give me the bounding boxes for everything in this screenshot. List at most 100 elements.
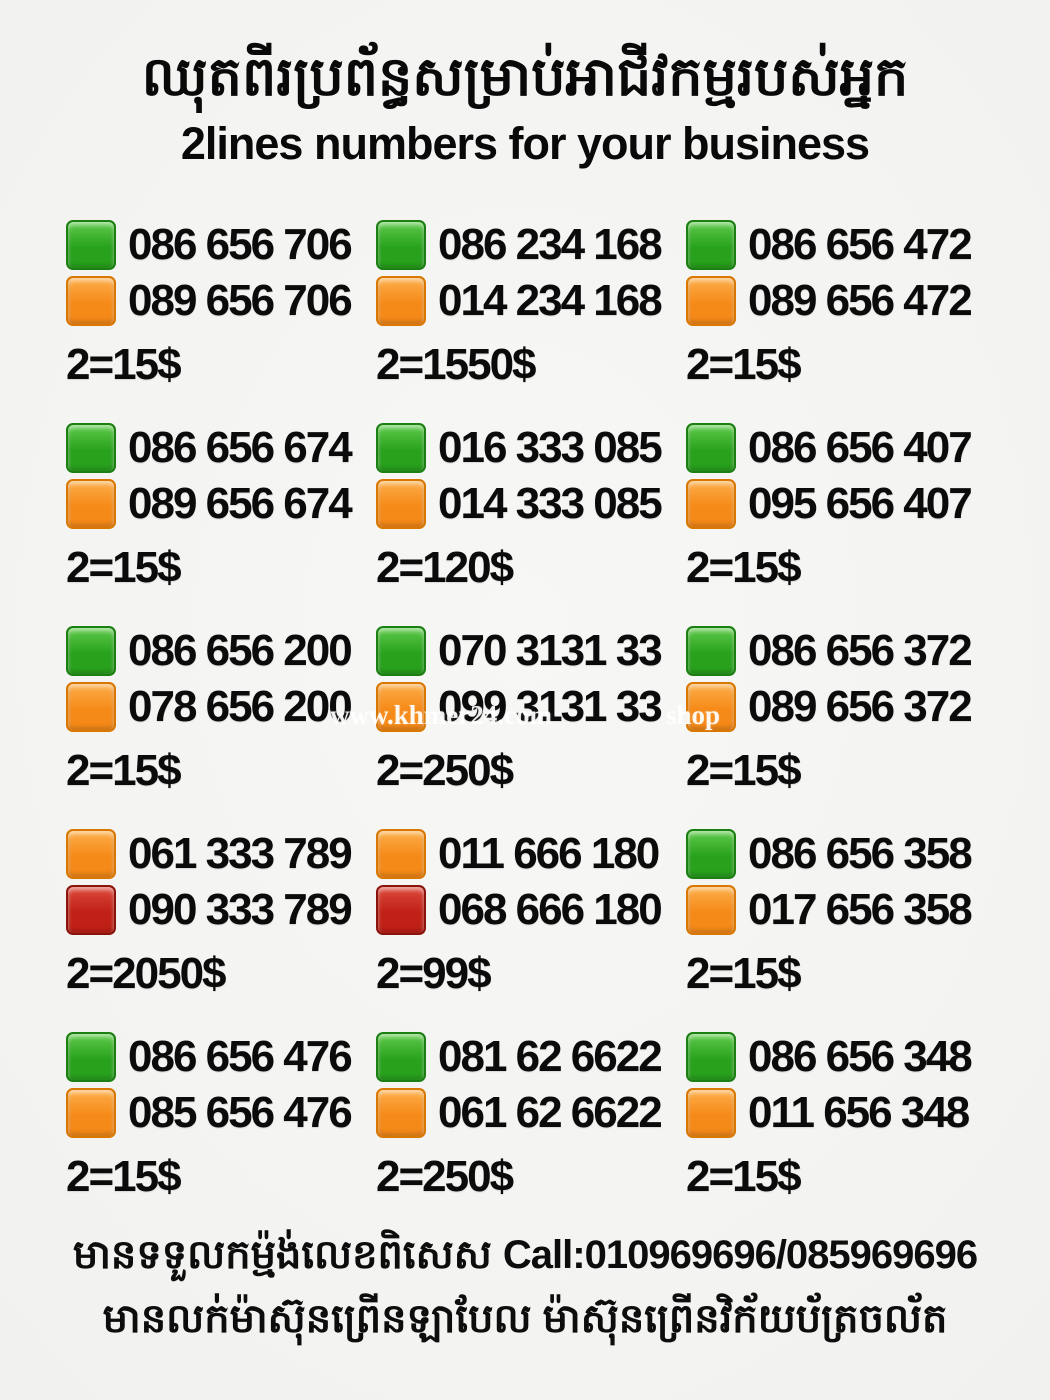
phone-number: 086 656 407 [748,423,973,472]
title-english: 2lines numbers for your business [180,118,870,170]
price-label: 2=15$ [686,543,802,592]
listings-grid: 086 656 706 089 656 706 2=15$ 086 234 16… [66,220,984,1235]
sim-color-square-green-icon [686,220,736,270]
number-line-1: 070 3131 33 [376,626,674,676]
number-line-1: 011 666 180 [376,829,674,879]
number-line-1: 086 234 168 [376,220,674,270]
sim-color-square-orange-icon [66,682,116,732]
price-label: 2=250$ [376,1152,514,1201]
phone-number: 061 62 6622 [438,1088,663,1137]
sim-color-square-red-icon [66,885,116,935]
phone-number: 086 656 476 [128,1032,353,1081]
number-line-1: 016 333 085 [376,423,674,473]
sim-color-square-green-icon [376,423,426,473]
price-label: 2=99$ [376,949,492,998]
number-line-1: 061 333 789 [66,829,364,879]
sim-color-square-orange-icon [66,829,116,879]
listing-block: 016 333 085 014 333 085 2=120$ [376,423,674,626]
number-line-1: 086 656 476 [66,1032,364,1082]
phone-number: 011 656 348 [748,1088,970,1137]
number-line-2: 011 656 348 [686,1088,984,1138]
number-line-1: 086 656 472 [686,220,984,270]
phone-number: 014 234 168 [438,276,663,325]
footer-khmer-text-1: មានទទួលកម្ម៉ង់លេខពិសេស [72,1233,492,1277]
price-label: 2=250$ [376,746,514,795]
number-line-1: 086 656 706 [66,220,364,270]
listing-block: 086 234 168 014 234 168 2=1550$ [376,220,674,423]
number-line-2: 014 333 085 [376,479,674,529]
poster-footer: មានទទួលកម្ម៉ង់លេខពិសេស Call:010969696/08… [0,1226,1050,1348]
number-line-2: 095 656 407 [686,479,984,529]
phone-number: 086 234 168 [438,220,663,269]
price-label: 2=15$ [686,1152,802,1201]
phone-number: 016 333 085 [438,423,663,472]
phone-number: 086 656 674 [128,423,353,472]
footer-call-numbers: Call:010969696/085969696 [502,1233,978,1277]
sim-color-square-orange-icon [66,1088,116,1138]
number-line-2: 089 656 372 [686,682,984,732]
sim-color-square-green-icon [686,829,736,879]
price-label: 2=15$ [686,746,802,795]
sim-color-square-red-icon [376,885,426,935]
listing-block: 081 62 6622 061 62 6622 2=250$ [376,1032,674,1235]
price-label: 2=15$ [66,543,182,592]
number-line-2: 085 656 476 [66,1088,364,1138]
sim-color-square-green-icon [66,423,116,473]
sim-color-square-green-icon [686,423,736,473]
phone-number: 070 3131 33 [438,626,663,675]
phone-number: 085 656 476 [128,1088,353,1137]
phone-number: 099 3131 33 [438,682,663,731]
sim-color-square-orange-icon [376,682,426,732]
phone-number: 061 333 789 [128,829,353,878]
number-line-1: 086 656 358 [686,829,984,879]
title-khmer: ឈុតពីរប្រព័ន្ធសម្រាប់អាជីវកម្មរបស់អ្នក [141,47,909,107]
sim-color-square-orange-icon [686,479,736,529]
phone-number: 014 333 085 [438,479,663,528]
sim-color-square-orange-icon [66,479,116,529]
price-label: 2=15$ [66,1152,182,1201]
phone-number: 086 656 348 [748,1032,973,1081]
listing-block: 086 656 472 089 656 472 2=15$ [686,220,984,423]
price-label: 2=15$ [66,746,182,795]
sim-color-square-orange-icon [686,885,736,935]
phone-number: 086 656 706 [128,220,353,269]
number-line-2: 014 234 168 [376,276,674,326]
sim-color-square-green-icon [376,626,426,676]
sim-color-square-orange-icon [66,276,116,326]
price-label: 2=1550$ [376,340,537,389]
phone-number: 068 666 180 [438,885,663,934]
listing-block: 086 656 476 085 656 476 2=15$ [66,1032,364,1235]
price-label: 2=15$ [686,949,802,998]
sim-color-square-green-icon [66,1032,116,1082]
sim-color-square-orange-icon [686,1088,736,1138]
listing-block: 086 656 200 078 656 200 2=15$ [66,626,364,829]
phone-number: 078 656 200 [128,682,353,731]
number-line-2: 099 3131 33 [376,682,674,732]
number-line-1: 086 656 407 [686,423,984,473]
sim-color-square-green-icon [66,220,116,270]
phone-number: 089 656 674 [128,479,353,528]
price-label: 2=15$ [686,340,802,389]
number-line-2: 089 656 706 [66,276,364,326]
sim-color-square-green-icon [686,626,736,676]
phone-number: 017 656 358 [748,885,973,934]
number-line-2: 061 62 6622 [376,1088,674,1138]
sim-color-square-orange-icon [376,1088,426,1138]
sim-color-square-orange-icon [376,276,426,326]
sim-color-square-orange-icon [376,829,426,879]
price-label: 2=15$ [66,340,182,389]
sim-color-square-orange-icon [686,276,736,326]
number-line-1: 086 656 372 [686,626,984,676]
number-line-1: 081 62 6622 [376,1032,674,1082]
number-line-1: 086 656 348 [686,1032,984,1082]
number-line-2: 017 656 358 [686,885,984,935]
listing-block: 086 656 348 011 656 348 2=15$ [686,1032,984,1235]
footer-khmer-text-2: មានលក់ម៉ាស៊ុនព្រើនឡាបែល ម៉ាស៊ុនព្រើនវិក័… [102,1297,948,1341]
number-line-1: 086 656 674 [66,423,364,473]
phone-number: 011 666 180 [438,829,660,878]
phone-number: 086 656 372 [748,626,973,675]
poster-header: ឈុតពីរប្រព័ន្ធសម្រាប់អាជីវកម្មរបស់អ្នក 2… [0,38,1050,170]
sim-color-square-green-icon [686,1032,736,1082]
sim-color-square-green-icon [376,1032,426,1082]
phone-number: 090 333 789 [128,885,353,934]
